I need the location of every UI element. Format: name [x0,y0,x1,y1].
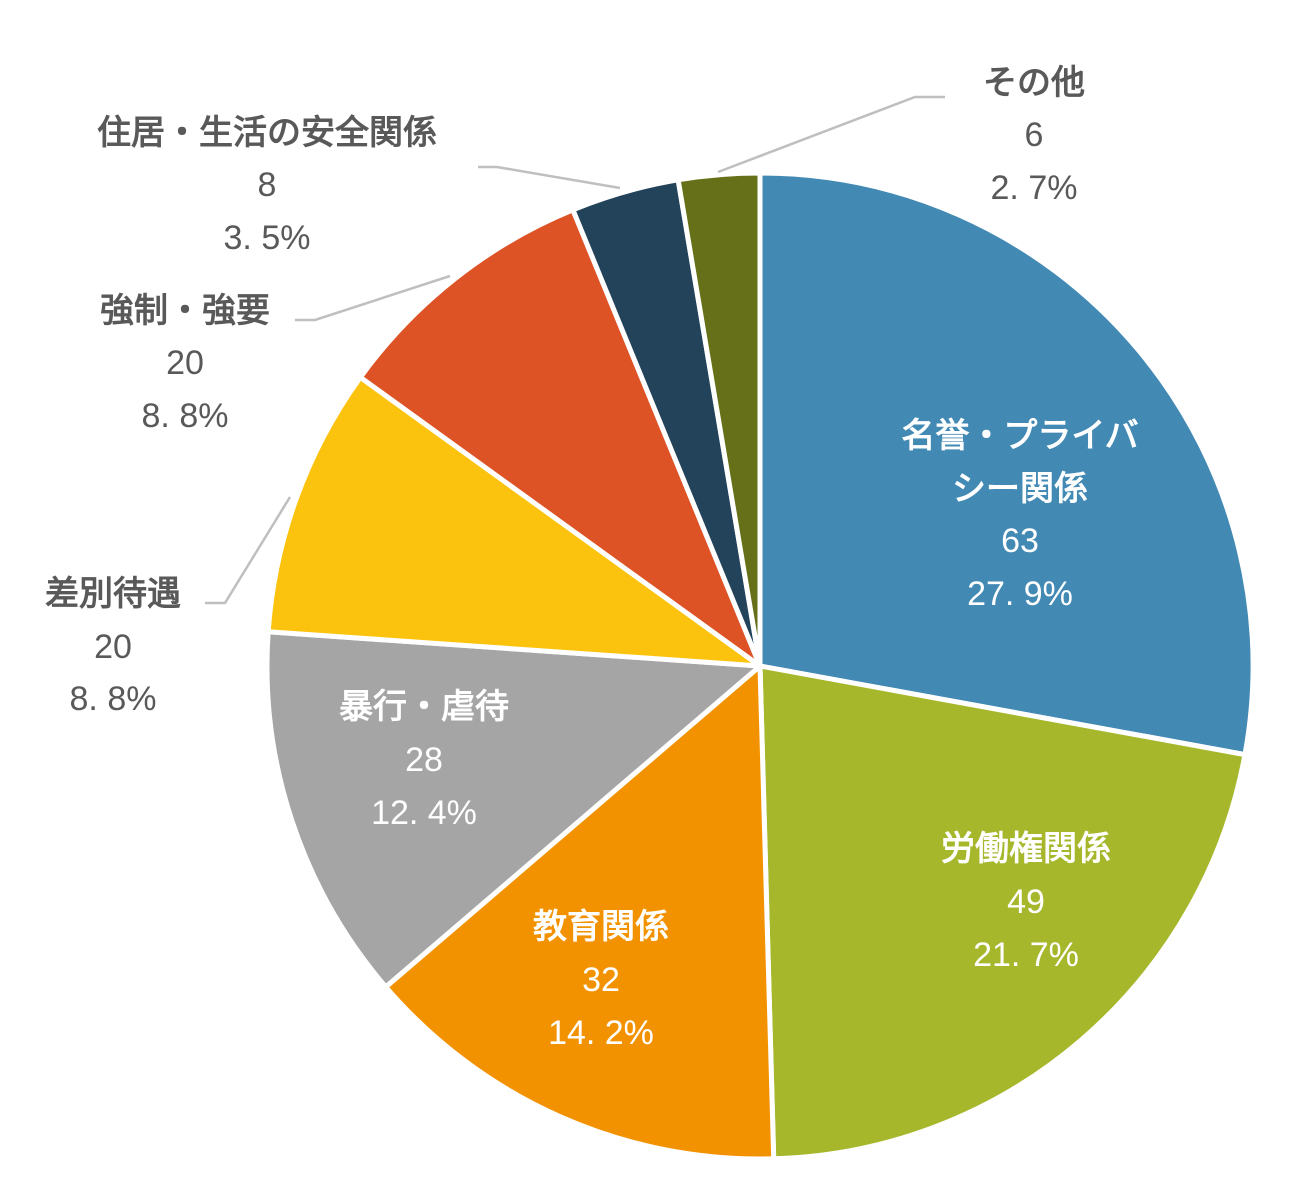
leader-line-sabetsu [205,496,292,605]
svg-text:その他: その他 [983,63,1085,103]
pie-slice-7 [675,170,763,669]
svg-text:27. 9%: 27. 9% [967,575,1073,613]
svg-text:2. 7%: 2. 7% [991,169,1078,207]
svg-text:住居・生活の安全関係: 住居・生活の安全関係 [97,113,437,153]
pie-slice-4 [265,374,763,669]
data-label-kyosei: 強制・強要 20 8. 8% [100,291,270,435]
svg-text:教育関係: 教育関係 [533,907,669,947]
svg-text:労働権関係: 労働権関係 [941,829,1111,869]
leader-line-sonota [717,95,945,174]
svg-text:20: 20 [166,344,204,382]
pie-slice-0 [757,170,1256,758]
svg-text:強制・強要: 強制・強要 [100,291,270,331]
svg-text:8: 8 [258,166,277,204]
svg-text:63: 63 [1001,522,1039,560]
data-label-rodo: 労働権関係 49 21. 7% [941,829,1111,974]
svg-text:12. 4%: 12. 4% [371,794,477,832]
pie-slice-5 [357,207,763,669]
data-label-kyoiku: 教育関係 32 14. 2% [533,907,669,1052]
svg-text:8. 8%: 8. 8% [70,680,157,718]
svg-text:14. 2%: 14. 2% [548,1014,654,1052]
svg-text:6: 6 [1025,116,1044,154]
svg-text:名誉・プライバ: 名誉・プライバ [901,416,1138,456]
leader-line-jukyo [478,165,621,190]
svg-text:差別待遇: 差別待遇 [45,574,181,614]
data-label-sonota: その他 6 2. 7% [983,63,1085,207]
svg-text:シー関係: シー関係 [952,469,1088,509]
leader-lines [205,95,945,605]
svg-text:49: 49 [1007,883,1045,921]
svg-text:20: 20 [94,628,132,666]
pie-slices [264,170,1256,1162]
svg-text:8. 8%: 8. 8% [142,397,229,435]
leader-line-kyosei [295,274,451,322]
svg-text:暴行・虐待: 暴行・虐待 [339,687,509,727]
pie-slice-1 [757,663,1248,1162]
svg-text:3. 5%: 3. 5% [224,219,311,257]
svg-text:32: 32 [582,961,620,999]
svg-text:21. 7%: 21. 7% [973,936,1079,974]
pie-slice-3 [264,629,763,990]
data-label-boko: 暴行・虐待 28 12. 4% [339,687,509,832]
pie-slice-2 [383,663,777,1162]
data-label-sabetsu: 差別待遇 20 8. 8% [45,574,181,718]
svg-text:28: 28 [405,741,443,779]
data-label-jukyo: 住居・生活の安全関係 8 3. 5% [97,113,437,257]
data-label-meiyo: 名誉・プライバ シー関係 63 27. 9% [901,416,1138,613]
